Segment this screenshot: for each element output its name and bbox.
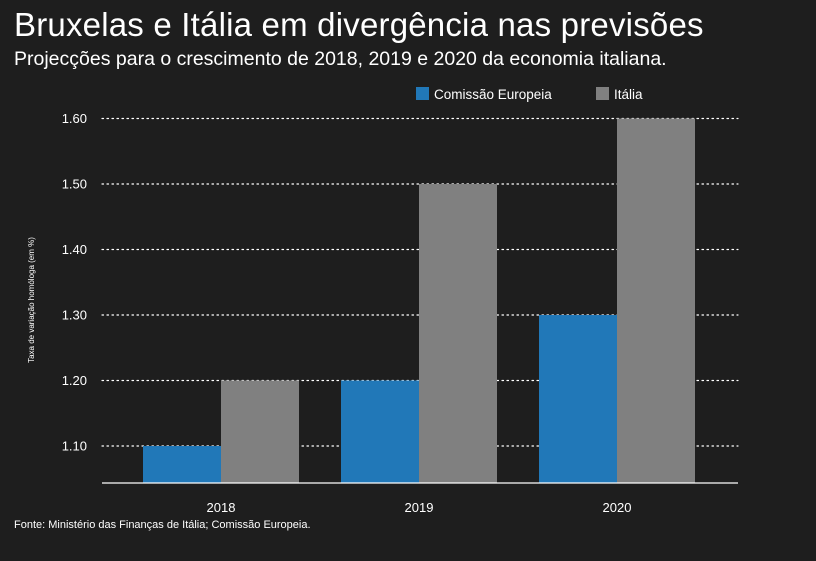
legend-label-italia: Itália <box>614 87 643 102</box>
bar-italia-2020 <box>617 118 695 483</box>
chart-title: Bruxelas e Itália em divergência nas pre… <box>14 6 704 43</box>
bar-comissao-europeia-2019 <box>341 380 419 483</box>
bars <box>143 118 695 483</box>
legend-swatch-italia <box>596 87 609 100</box>
bar-italia-2019 <box>419 184 497 483</box>
source-note: Fonte: Ministério das Finanças de Itália… <box>14 519 311 531</box>
y-tick-label: 1.50 <box>62 177 87 192</box>
y-tick-label: 1.60 <box>62 111 87 126</box>
y-tick-label: 1.30 <box>62 308 87 323</box>
x-tick-label: 2020 <box>603 500 632 515</box>
legend: Comissão Europeia Itália <box>416 87 643 102</box>
axes: 1.10 1.20 1.30 1.40 1.50 1.60 2018 2019 2020 <box>62 111 738 515</box>
y-axis-label: Taxa de variação homóloga (em %) <box>27 237 36 363</box>
y-tick-label: 1.40 <box>62 242 87 257</box>
y-tick-label: 1.10 <box>62 439 87 454</box>
x-tick-label: 2019 <box>405 500 434 515</box>
y-tick-label: 1.20 <box>62 373 87 388</box>
legend-label-comissao-europeia: Comissão Europeia <box>434 87 552 102</box>
bar-italia-2018 <box>221 380 299 483</box>
x-tick-label: 2018 <box>207 500 236 515</box>
chart-subtitle: Projecções para o crescimento de 2018, 2… <box>14 48 667 70</box>
bar-comissao-europeia-2020 <box>539 315 617 483</box>
legend-swatch-comissao-europeia <box>416 87 429 100</box>
bar-comissao-europeia-2018 <box>143 446 221 483</box>
